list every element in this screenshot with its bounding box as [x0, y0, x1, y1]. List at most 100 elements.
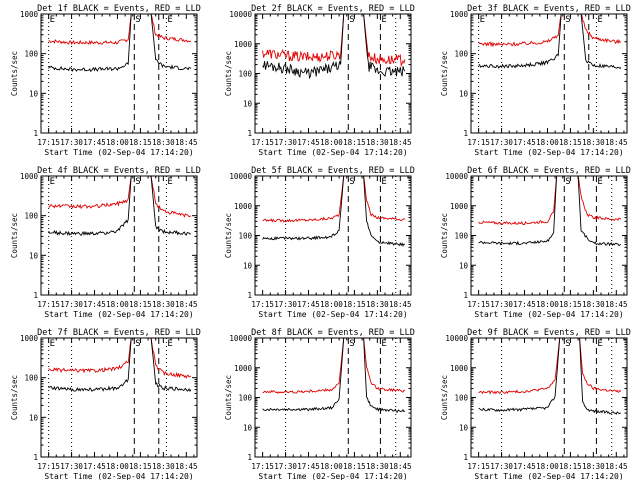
panel-title: Det 5f BLACK = Events, RED = LLD: [251, 166, 415, 176]
time-marker-label: E: [50, 15, 55, 25]
x-axis-label: Start Time (02-Sep-04 17:14:20): [258, 148, 407, 157]
time-marker-label: E: [167, 339, 172, 349]
detector-panel: Det 9f BLACK = Events, RED = LLD Counts/s…: [440, 328, 631, 480]
y-tick-label: 10: [459, 423, 469, 432]
x-tick-label: 18:30: [366, 138, 389, 147]
y-axis-label: Counts/sec: [10, 375, 19, 420]
plot-frame: [254, 337, 412, 458]
x-tick-label: 18:45: [389, 138, 412, 147]
time-marker-label: S: [135, 339, 140, 349]
lld-series-line: [262, 338, 406, 394]
x-axis-label: Start Time (02-Sep-04 17:14:20): [258, 472, 407, 480]
detector-panel: Det 1f BLACK = Events, RED = LLD Counts/s…: [10, 4, 201, 157]
x-tick-label: 17:30: [60, 462, 83, 471]
x-axis-label: Start Time (02-Sep-04 17:14:20): [258, 310, 407, 319]
x-tick-label: 17:30: [490, 138, 513, 147]
y-tick-label: 10: [29, 413, 39, 422]
y-axis-label: Counts/sec: [224, 51, 233, 96]
time-marker-label: E: [381, 177, 386, 187]
plot-frame: [254, 13, 412, 134]
time-marker-label: S: [565, 177, 570, 187]
lld-series-line: [262, 176, 406, 223]
x-tick-label: 18:45: [605, 138, 628, 147]
x-axis-label: Start Time (02-Sep-04 17:14:20): [44, 310, 193, 319]
x-tick-label: 18:15: [129, 138, 152, 147]
plot-frame: [470, 13, 628, 134]
x-axis-label: Start Time (02-Sep-04 17:14:20): [44, 472, 193, 480]
y-tick-label: 100: [238, 394, 252, 403]
detector-panel: Det 4f BLACK = Events, RED = LLD Counts/s…: [10, 166, 201, 319]
x-axis-label: Start Time (02-Sep-04 17:14:20): [474, 472, 623, 480]
events-series-line: [48, 14, 192, 73]
x-tick-label: 18:30: [152, 462, 175, 471]
x-tick-label: 18:15: [129, 462, 152, 471]
lld-series-line: [478, 338, 622, 395]
y-tick-label: 10000: [445, 172, 468, 181]
panel-title: Det 3f BLACK = Events, RED = LLD: [467, 4, 631, 14]
x-axis-label: Start Time (02-Sep-04 17:14:20): [474, 310, 623, 319]
panel-title: Det 8f BLACK = Events, RED = LLD: [251, 328, 415, 338]
time-marker-label: S: [349, 339, 354, 349]
x-tick-label: 18:15: [343, 462, 366, 471]
x-tick-label: 17:45: [513, 462, 536, 471]
plot-frame: [254, 175, 412, 296]
x-tick-label: 18:15: [559, 300, 582, 309]
detector-panel: Det 3f BLACK = Events, RED = LLD Counts/s…: [440, 4, 631, 157]
x-tick-label: 17:15: [37, 300, 60, 309]
y-axis-label: Counts/sec: [440, 375, 449, 420]
y-tick-label: 1000: [20, 172, 39, 181]
detector-panel: Det 2f BLACK = Events, RED = LLD Counts/s…: [224, 4, 415, 157]
y-tick-label: 100: [454, 394, 468, 403]
x-tick-label: 17:15: [467, 300, 490, 309]
x-tick-label: 18:45: [175, 462, 198, 471]
panel-title: Det 4f BLACK = Events, RED = LLD: [37, 166, 201, 176]
detector-panel: Det 5f BLACK = Events, RED = LLD Counts/s…: [224, 166, 415, 319]
lld-series-line: [478, 14, 622, 48]
y-tick-label: 1000: [450, 10, 469, 19]
time-marker-label: S: [565, 339, 570, 349]
panel-title: Det 6f BLACK = Events, RED = LLD: [467, 166, 631, 176]
y-tick-label: 1000: [234, 364, 253, 373]
x-tick-label: 18:30: [366, 462, 389, 471]
events-series-line: [48, 338, 192, 393]
y-tick-label: 10000: [229, 334, 252, 343]
events-series-line: [48, 176, 191, 236]
time-marker-label: S: [349, 177, 354, 187]
x-tick-label: 17:45: [297, 462, 320, 471]
time-marker-label: E: [50, 177, 55, 187]
x-tick-label: 18:00: [320, 138, 343, 147]
x-tick-label: 18:15: [129, 300, 152, 309]
y-tick-label: 1000: [20, 10, 39, 19]
x-tick-label: 18:30: [152, 138, 175, 147]
time-marker-label: E: [381, 339, 386, 349]
y-tick-label: 1: [247, 453, 252, 462]
time-marker-label: E: [381, 15, 386, 25]
x-tick-label: 17:15: [251, 300, 274, 309]
x-tick-label: 17:30: [490, 462, 513, 471]
y-tick-label: 10000: [445, 334, 468, 343]
x-tick-label: 18:00: [320, 462, 343, 471]
time-marker-label: S: [349, 15, 354, 25]
lld-series-line: [48, 338, 192, 379]
y-tick-label: 10000: [229, 10, 252, 19]
x-tick-label: 17:15: [251, 462, 274, 471]
y-tick-label: 100: [24, 212, 38, 221]
y-tick-label: 1000: [234, 40, 253, 49]
y-axis-label: Counts/sec: [224, 213, 233, 258]
x-tick-label: 18:30: [582, 300, 605, 309]
y-axis-label: Counts/sec: [440, 213, 449, 258]
y-axis-label: Counts/sec: [440, 51, 449, 96]
x-tick-label: 18:00: [106, 300, 129, 309]
lld-series-line: [262, 14, 406, 68]
y-tick-label: 10: [29, 89, 39, 98]
plot-frame: [470, 337, 628, 458]
y-tick-label: 1000: [450, 364, 469, 373]
panel-title: Det 9f BLACK = Events, RED = LLD: [467, 328, 631, 338]
y-tick-label: 1000: [450, 202, 469, 211]
y-tick-label: 100: [24, 50, 38, 59]
x-tick-label: 18:00: [106, 462, 129, 471]
y-tick-label: 1: [33, 129, 38, 138]
y-tick-label: 1: [247, 129, 252, 138]
lld-series-line: [478, 176, 622, 226]
x-tick-label: 17:30: [60, 138, 83, 147]
